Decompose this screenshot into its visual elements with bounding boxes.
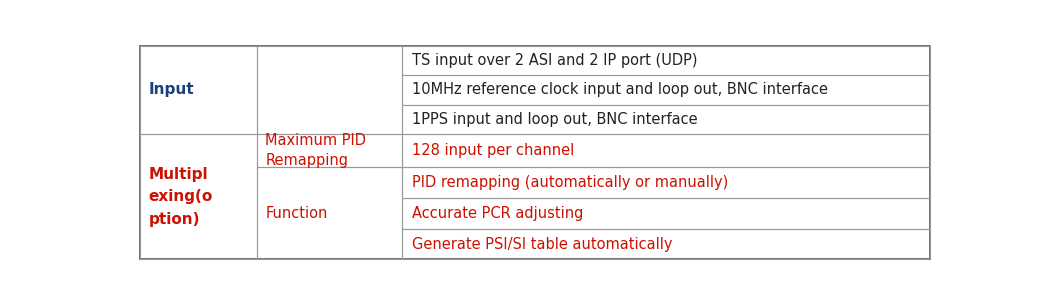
Text: 1PPS input and loop out, BNC interface: 1PPS input and loop out, BNC interface — [412, 112, 697, 127]
Bar — [140, 134, 257, 259]
Bar — [402, 105, 930, 134]
Bar — [402, 46, 930, 75]
Text: 10MHz reference clock input and loop out, BNC interface: 10MHz reference clock input and loop out… — [412, 82, 828, 98]
Text: TS input over 2 ASI and 2 IP port (UDP): TS input over 2 ASI and 2 IP port (UDP) — [412, 53, 697, 68]
Text: Maximum PID
Remapping: Maximum PID Remapping — [265, 133, 366, 168]
Text: PID remapping (automatically or manually): PID remapping (automatically or manually… — [412, 175, 729, 190]
Bar — [402, 229, 930, 259]
Text: Input: Input — [148, 82, 194, 98]
Text: Function: Function — [265, 206, 328, 221]
Bar — [402, 134, 930, 167]
Bar — [402, 75, 930, 105]
Bar — [257, 46, 402, 134]
Text: 128 input per channel: 128 input per channel — [412, 143, 574, 158]
Bar — [140, 46, 257, 134]
Text: Accurate PCR adjusting: Accurate PCR adjusting — [412, 206, 584, 221]
Bar — [402, 198, 930, 229]
Bar — [257, 134, 402, 167]
Text: Generate PSI/SI table automatically: Generate PSI/SI table automatically — [412, 236, 672, 252]
Bar — [402, 167, 930, 198]
Text: Multipl
exing(o
ption): Multipl exing(o ption) — [148, 167, 213, 226]
Bar — [257, 167, 402, 259]
